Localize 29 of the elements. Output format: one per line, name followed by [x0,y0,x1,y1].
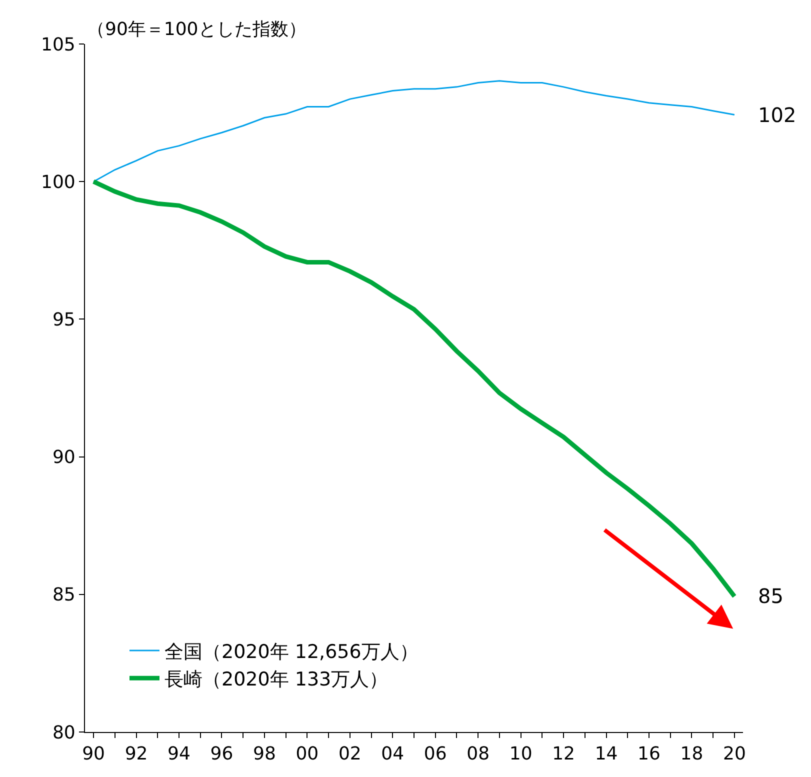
x-tick-label: 94 [168,744,190,765]
x-tick-label: 12 [552,744,576,765]
legend-label: 全国（2020年 12,656万人） [164,640,418,663]
x-tick-label: 06 [424,744,447,765]
x-tick-label: 90 [82,744,106,765]
x-tick-label: 14 [594,744,618,765]
y-axis-title: （90年＝100とした指数） [87,19,306,40]
x-tick-label: 20 [722,744,746,765]
y-tick-label: 85 [52,584,76,606]
x-tick-label: 08 [466,744,490,765]
legend-label: 長崎（2020年 133万人） [164,668,388,691]
y-tick-label: 90 [52,447,76,468]
y-tick-label: 95 [52,310,76,330]
x-tick-label: 16 [638,744,660,765]
data-label: 85 [758,584,784,608]
x-tick-label: 10 [509,744,532,765]
data-label: 102 [758,103,796,127]
x-tick-label: 04 [381,744,404,765]
y-tick-label: 100 [41,172,76,193]
x-tick-label: 96 [210,744,234,765]
x-tick-label: 92 [124,744,148,765]
x-tick-label: 18 [680,744,704,765]
x-tick-label: 98 [252,744,276,765]
x-tick-label: 02 [338,744,362,765]
line-series [91,179,737,599]
y-tick-label: 80 [52,722,76,744]
x-tick-label: 00 [296,744,319,765]
y-tick-label: 105 [41,34,76,56]
line-series [92,80,736,182]
